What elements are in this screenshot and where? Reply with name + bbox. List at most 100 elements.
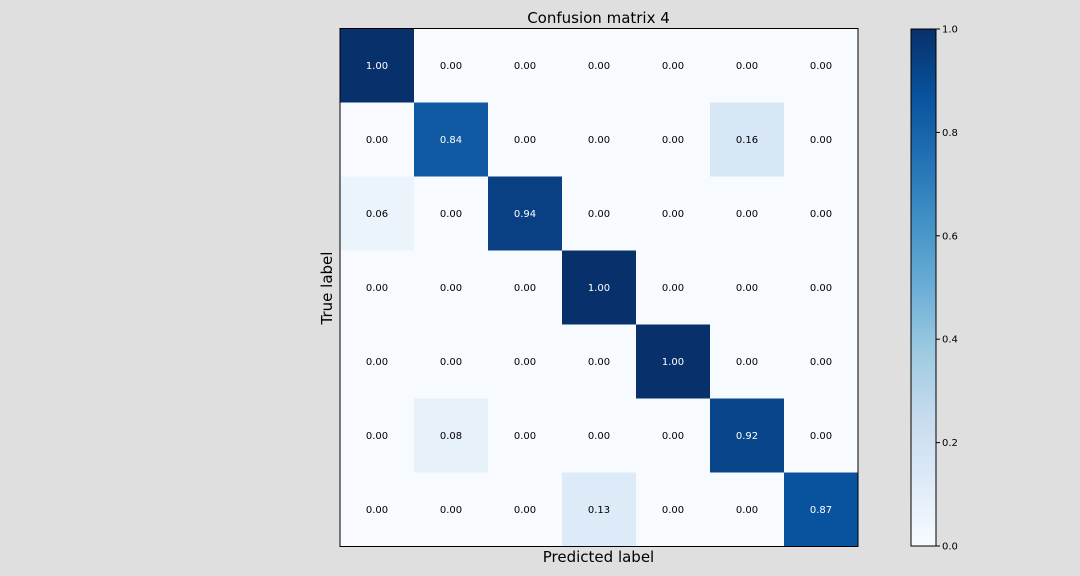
cell-value-label: 0.94 [514, 209, 536, 220]
cell-value-label: 0.00 [810, 61, 832, 72]
heatmap-cell [488, 324, 563, 399]
y-axis-label: True label [318, 252, 336, 326]
heatmap-cell [562, 472, 637, 547]
colorbar-tick-label: 0.6 [942, 231, 958, 242]
heatmap-cell [340, 472, 415, 547]
cell-value-label: 0.00 [588, 61, 610, 72]
heatmap-cell [340, 250, 415, 325]
cell-value-label: 0.00 [810, 135, 832, 146]
cell-value-label: 0.00 [366, 431, 388, 442]
cell-value-label: 0.87 [810, 505, 832, 516]
heatmap-cell [488, 102, 563, 177]
cell-value-label: 0.00 [440, 209, 462, 220]
heatmap-cell [636, 250, 711, 325]
heatmap-cell [784, 472, 859, 547]
heatmap-cell [488, 176, 563, 251]
heatmap-cell [562, 398, 637, 473]
heatmap-cell [414, 250, 489, 325]
heatmap-cell [710, 176, 785, 251]
cell-value-label: 0.00 [366, 505, 388, 516]
cell-value-label: 0.00 [440, 357, 462, 368]
cell-value-label: 0.00 [440, 283, 462, 294]
heatmap-cell [562, 176, 637, 251]
heatmap-cell [710, 250, 785, 325]
cell-value-label: 0.00 [662, 283, 684, 294]
heatmap-cell [710, 324, 785, 399]
heatmap-cell [340, 102, 415, 177]
heatmap-cell [340, 398, 415, 473]
cell-value-label: 0.00 [736, 283, 758, 294]
heatmap-cell [636, 398, 711, 473]
heatmap-cell [414, 324, 489, 399]
heatmap-cell [636, 102, 711, 177]
chart-title: Confusion matrix 4 [527, 9, 670, 27]
heatmap-cell [488, 472, 563, 547]
heatmap-cell [414, 398, 489, 473]
heatmap-cell [636, 324, 711, 399]
colorbar [910, 28, 937, 547]
heatmap-cell [784, 398, 859, 473]
cell-value-label: 0.00 [514, 357, 536, 368]
cell-value-label: 0.00 [736, 209, 758, 220]
cell-value-label: 0.13 [588, 505, 610, 516]
cell-value-label: 0.00 [662, 61, 684, 72]
cell-value-label: 0.06 [366, 209, 388, 220]
cell-value-label: 0.00 [514, 505, 536, 516]
cell-value-label: 1.00 [588, 283, 610, 294]
heatmap-cell [562, 324, 637, 399]
cell-value-label: 0.00 [810, 283, 832, 294]
heatmap-cell [562, 250, 637, 325]
cell-value-label: 0.00 [588, 431, 610, 442]
cell-value-label: 0.00 [810, 209, 832, 220]
heatmap-cell [340, 324, 415, 399]
heatmap-cells: 1.00 0.00 0.00 0.00 0.00 0.00 0.00 0.00 0.84 0.00… [340, 28, 859, 547]
plot-frame [339, 28, 859, 547]
heatmap-cell [636, 176, 711, 251]
colorbar-tick-label: 0.2 [942, 438, 958, 449]
cell-value-label: 0.84 [440, 135, 462, 146]
cell-value-label: 0.00 [810, 431, 832, 442]
cell-value-label: 1.00 [662, 357, 684, 368]
colorbar-tick-label: 0.0 [942, 542, 958, 553]
colorbar-tick-label: 0.4 [942, 335, 958, 346]
heatmap-cell [636, 472, 711, 547]
heatmap-cell [710, 102, 785, 177]
heatmap-cell [636, 28, 711, 103]
heatmap-cell [488, 250, 563, 325]
heatmap-cell [340, 28, 415, 103]
heatmap-cell [710, 472, 785, 547]
cell-value-label: 0.00 [810, 357, 832, 368]
cell-value-label: 0.00 [440, 61, 462, 72]
cell-value-label: 0.00 [662, 209, 684, 220]
cell-value-label: 0.00 [514, 135, 536, 146]
cell-value-label: 0.16 [736, 135, 758, 146]
cell-value-label: 0.00 [440, 505, 462, 516]
cell-value-label: 0.00 [588, 209, 610, 220]
heatmap-cell [414, 28, 489, 103]
heatmap-cell [784, 28, 859, 103]
heatmap-cell [562, 102, 637, 177]
colorbar-tick-label: 1.0 [942, 25, 958, 36]
cell-value-label: 0.00 [736, 61, 758, 72]
heatmap-cell [414, 102, 489, 177]
cell-value-label: 0.92 [736, 431, 758, 442]
heatmap-cell [784, 324, 859, 399]
cell-value-label: 0.00 [662, 505, 684, 516]
cell-value-label: 0.00 [366, 135, 388, 146]
cell-value-label: 0.00 [736, 505, 758, 516]
cell-value-label: 0.00 [514, 431, 536, 442]
heatmap-cell [784, 250, 859, 325]
cell-value-label: 0.00 [736, 357, 758, 368]
cell-value-label: 0.00 [588, 357, 610, 368]
heatmap-cell [414, 472, 489, 547]
heatmap-cell [710, 28, 785, 103]
cell-value-label: 0.00 [514, 283, 536, 294]
colorbar-ticks: 0.0 0.2 0.4 0.6 0.8 1.0 [936, 25, 958, 553]
cell-value-label: 1.00 [366, 61, 388, 72]
colorbar-tick-label: 0.8 [942, 128, 958, 139]
cell-value-label: 0.00 [662, 431, 684, 442]
heatmap-cell [710, 398, 785, 473]
cell-value-label: 0.00 [366, 357, 388, 368]
cell-value-label: 0.00 [366, 283, 388, 294]
